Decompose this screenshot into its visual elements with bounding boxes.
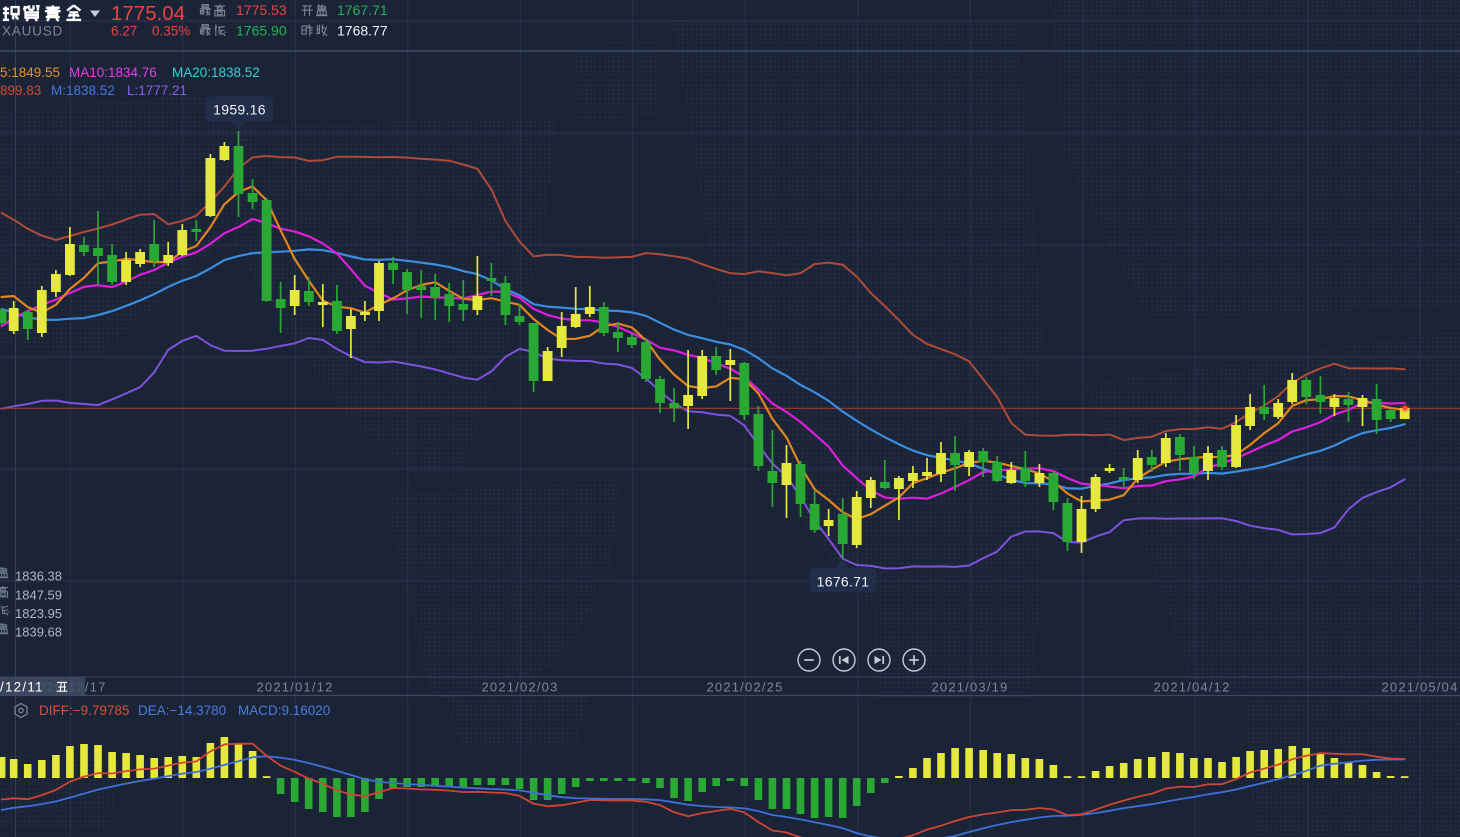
svg-text:M:1838.52: M:1838.52 — [51, 83, 115, 98]
svg-text:2021/02/25: 2021/02/25 — [706, 680, 783, 695]
svg-text:1847.59: 1847.59 — [15, 588, 62, 603]
svg-text:1823.95: 1823.95 — [15, 606, 62, 621]
svg-text:MA10:1834.76: MA10:1834.76 — [69, 65, 157, 80]
svg-text:2021/02/03: 2021/02/03 — [481, 680, 558, 695]
svg-text:2021/01/12: 2021/01/12 — [256, 680, 333, 695]
svg-text:1836.38: 1836.38 — [15, 569, 62, 584]
svg-text:MACD:9.16020: MACD:9.16020 — [238, 703, 330, 718]
svg-text:DIFF:−9.79785: DIFF:−9.79785 — [39, 703, 129, 718]
svg-text:1775.53: 1775.53 — [236, 2, 287, 18]
svg-text:899.83: 899.83 — [0, 83, 41, 98]
svg-text:2021/04/12: 2021/04/12 — [1153, 680, 1230, 695]
svg-text:5:1849.55: 5:1849.55 — [0, 65, 60, 80]
svg-text:1959.16: 1959.16 — [213, 102, 266, 118]
svg-text:L:1777.21: L:1777.21 — [127, 83, 187, 98]
svg-text:DEA:−14.3780: DEA:−14.3780 — [138, 703, 226, 718]
svg-text:1767.71: 1767.71 — [337, 2, 388, 18]
svg-text:XAUUSD: XAUUSD — [2, 24, 63, 39]
svg-text:1768.77: 1768.77 — [337, 23, 388, 39]
svg-text:2021/03/19: 2021/03/19 — [931, 680, 1008, 695]
svg-text:1775.04: 1775.04 — [111, 2, 185, 25]
svg-text:6.27: 6.27 — [111, 24, 137, 39]
svg-text:0.35%: 0.35% — [152, 24, 190, 39]
svg-text:1676.71: 1676.71 — [817, 574, 870, 590]
svg-text:2021/05/04: 2021/05/04 — [1381, 680, 1458, 695]
svg-text:MA20:1838.52: MA20:1838.52 — [172, 65, 260, 80]
svg-text:/12/11: /12/11 — [0, 680, 44, 695]
svg-text:1839.68: 1839.68 — [15, 625, 62, 640]
svg-text:1765.90: 1765.90 — [236, 23, 287, 39]
